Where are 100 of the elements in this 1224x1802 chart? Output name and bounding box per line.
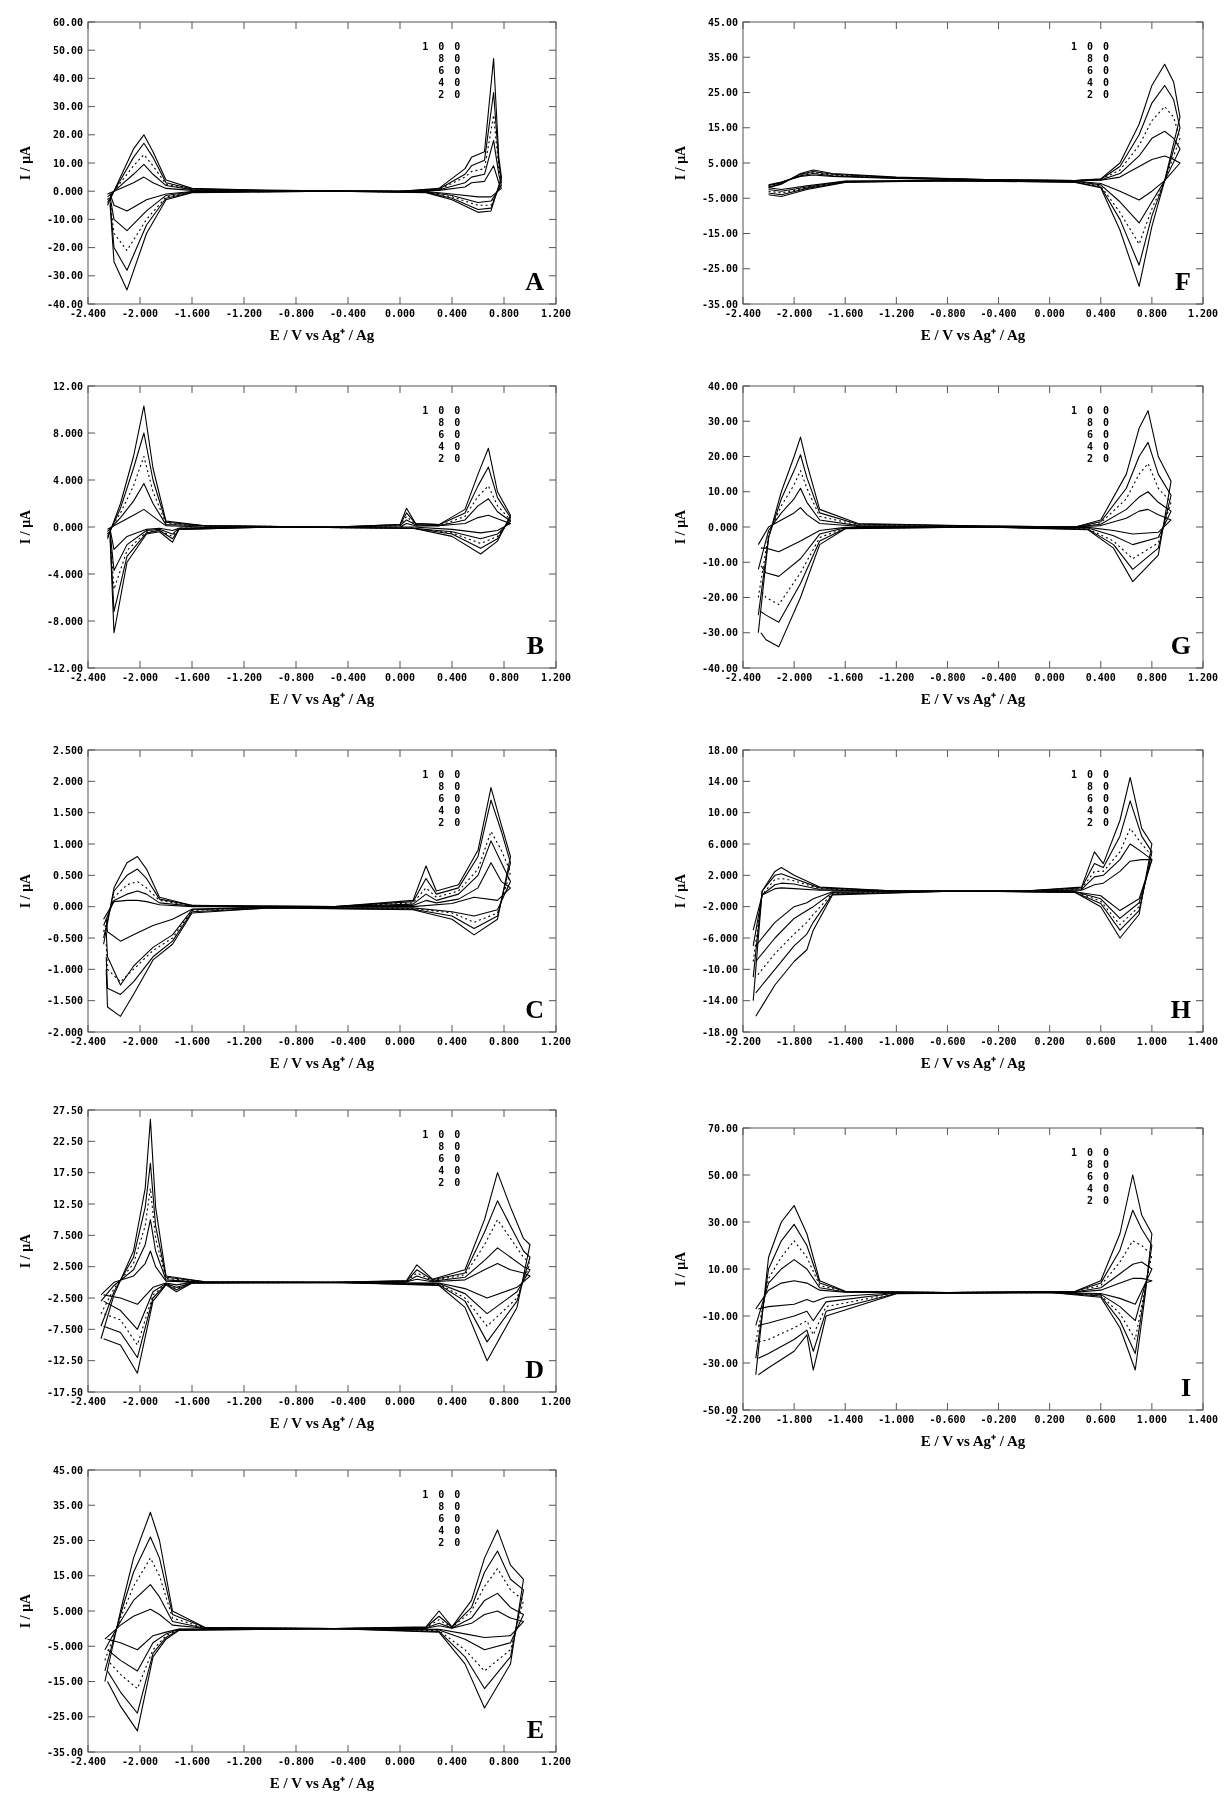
x-tick-label: -0.800 xyxy=(929,308,966,319)
x-axis-title: E / V vs Ag⁺ / Ag xyxy=(269,1415,375,1431)
x-tick-label: -2.000 xyxy=(121,672,159,683)
annotation: 8 0 xyxy=(438,417,463,428)
x-tick-label: -2.400 xyxy=(69,1036,107,1047)
x-tick-label: -2.400 xyxy=(69,672,107,683)
x-tick-label: -1.600 xyxy=(173,1036,211,1047)
annotation: 6 0 xyxy=(1086,429,1111,440)
y-tick-label: 7.500 xyxy=(52,1229,83,1241)
y-axis-title: I / μA xyxy=(18,1592,33,1629)
x-tick-label: -0.400 xyxy=(329,1036,367,1047)
annotation: 2 0 xyxy=(438,1537,463,1548)
x-axis-title: E / V vs Ag⁺ / Ag xyxy=(920,327,1026,343)
y-axis-title: I / μA xyxy=(673,1250,688,1287)
x-tick-label: -0.400 xyxy=(329,1756,367,1767)
x-tick-label: -1.000 xyxy=(878,1414,915,1425)
annotation: 8 0 xyxy=(438,53,463,64)
x-tick-label: -2.000 xyxy=(776,672,813,683)
annotation: 8 0 xyxy=(438,1141,463,1152)
y-axis-title: I / μA xyxy=(673,508,688,545)
annotation: 8 0 xyxy=(1086,53,1111,64)
x-tick-label: 1.400 xyxy=(1187,1414,1219,1425)
y-tick-label: -14.00 xyxy=(701,995,738,1007)
x-tick-label: -1.200 xyxy=(225,1396,263,1407)
y-tick-label: -17.50 xyxy=(46,1386,83,1398)
y-tick-label: -2.500 xyxy=(46,1292,83,1304)
y-tick-label: 1.500 xyxy=(52,807,83,819)
y-tick-label: 12.50 xyxy=(52,1198,83,1210)
x-axis-title: E / V vs Ag⁺ / Ag xyxy=(920,691,1026,707)
x-axis-title: E / V vs Ag⁺ / Ag xyxy=(269,327,375,343)
y-axis-title: I / μA xyxy=(673,144,688,181)
x-tick-label: -2.400 xyxy=(724,308,762,319)
x-tick-label: -0.400 xyxy=(329,672,367,683)
y-tick-label: -50.00 xyxy=(701,1404,738,1416)
y-tick-label: -5.000 xyxy=(46,1640,83,1652)
y-tick-label: -15.00 xyxy=(46,1676,83,1687)
y-axis-title: I / μA xyxy=(18,1232,33,1269)
x-tick-label: -1.600 xyxy=(827,672,864,683)
x-tick-label: 0.800 xyxy=(488,1756,520,1767)
y-tick-label: -6.000 xyxy=(701,932,738,944)
y-tick-label: 0.000 xyxy=(707,521,738,533)
y-tick-label: 70.00 xyxy=(707,1122,738,1134)
annotation: 6 0 xyxy=(1086,793,1111,804)
x-axis-title: E / V vs Ag⁺ / Ag xyxy=(269,1775,375,1791)
annotation: B xyxy=(526,631,544,660)
y-tick-label: 35.00 xyxy=(52,1499,83,1511)
y-tick-label: 10.00 xyxy=(52,157,83,169)
annotation: 1 0 0 xyxy=(422,1129,463,1140)
annotation: A xyxy=(525,267,545,296)
x-tick-label: -2.000 xyxy=(121,308,159,319)
x-tick-label: -2.400 xyxy=(69,308,107,319)
x-tick-label: 0.200 xyxy=(1034,1414,1065,1425)
x-tick-label: -1.400 xyxy=(827,1414,864,1425)
x-tick-label: -0.400 xyxy=(329,1396,367,1407)
y-tick-label: 15.00 xyxy=(52,1570,83,1582)
y-axis-title: I / μA xyxy=(673,872,688,909)
y-tick-label: 40.00 xyxy=(52,72,83,84)
y-tick-label: -35.00 xyxy=(46,1746,83,1758)
x-tick-label: 1.200 xyxy=(540,1036,572,1047)
annotation: C xyxy=(525,995,544,1024)
x-tick-label: 0.600 xyxy=(1085,1036,1116,1047)
x-tick-label: -1.400 xyxy=(827,1036,864,1047)
y-tick-label: 18.00 xyxy=(707,744,738,756)
y-tick-label: -12.00 xyxy=(46,662,83,674)
x-tick-label: -1.600 xyxy=(173,672,211,683)
x-tick-label: -0.800 xyxy=(277,672,315,683)
y-tick-label: 5.000 xyxy=(707,157,738,169)
x-tick-label: -2.000 xyxy=(121,1756,159,1767)
annotation: 4 0 xyxy=(1086,805,1111,816)
annotation: 6 0 xyxy=(438,429,463,440)
x-tick-label: -1.600 xyxy=(173,1756,211,1767)
x-tick-label: 1.200 xyxy=(540,308,572,319)
x-tick-label: -2.400 xyxy=(69,1396,107,1407)
y-tick-label: 17.50 xyxy=(52,1167,83,1179)
x-tick-label: -1.200 xyxy=(878,672,915,683)
x-tick-label: -2.400 xyxy=(724,672,762,683)
x-tick-label: -1.000 xyxy=(878,1036,915,1047)
annotation: 8 0 xyxy=(1086,781,1111,792)
annotation: 1 0 0 xyxy=(1070,1147,1111,1158)
y-tick-label: 0.000 xyxy=(52,185,83,197)
annotation: 6 0 xyxy=(438,1513,463,1524)
annotation: 8 0 xyxy=(438,1501,463,1512)
y-tick-label: -30.00 xyxy=(701,627,738,639)
y-tick-label: -18.00 xyxy=(701,1026,738,1038)
x-tick-label: 1.000 xyxy=(1136,1414,1167,1425)
y-tick-label: -40.00 xyxy=(46,298,83,310)
y-tick-label: 6.000 xyxy=(707,838,738,850)
y-tick-label: 25.00 xyxy=(707,87,738,98)
y-tick-label: -1.500 xyxy=(46,995,83,1007)
y-tick-label: 2.000 xyxy=(707,869,738,881)
x-tick-label: 0.000 xyxy=(384,308,416,319)
y-tick-label: 0.000 xyxy=(52,901,83,913)
y-tick-label: -12.50 xyxy=(46,1355,83,1367)
y-tick-label: 15.00 xyxy=(707,122,738,134)
annotation: 6 0 xyxy=(1086,1171,1111,1182)
y-tick-label: -2.000 xyxy=(701,901,738,913)
x-tick-label: -0.800 xyxy=(277,308,315,319)
y-tick-label: 2.000 xyxy=(52,775,83,787)
x-tick-label: -1.200 xyxy=(225,672,263,683)
x-axis-title: E / V vs Ag⁺ / Ag xyxy=(920,1055,1026,1071)
